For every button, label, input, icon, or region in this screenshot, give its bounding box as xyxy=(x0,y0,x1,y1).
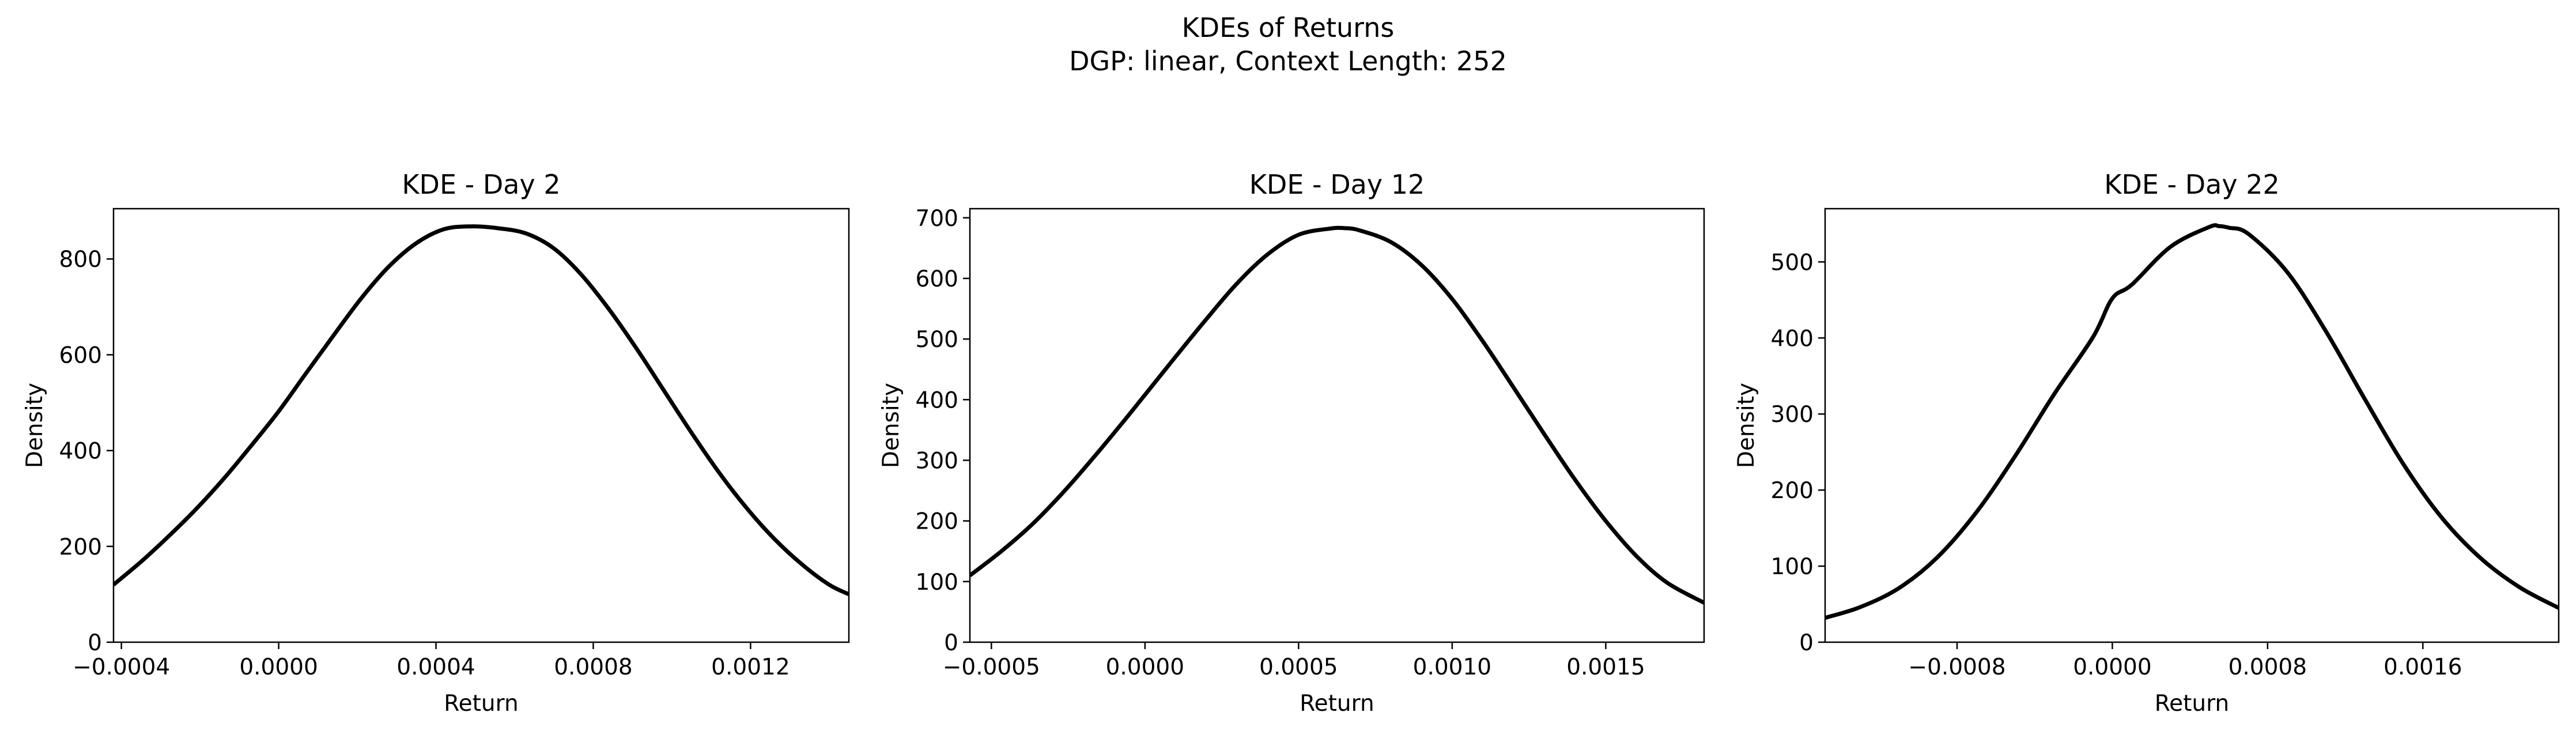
axes-frame xyxy=(969,208,1705,643)
x-tick-label: −0.0005 xyxy=(943,654,1040,680)
x-tick-label: 0.0000 xyxy=(239,654,318,680)
y-tick-label: 200 xyxy=(59,534,102,560)
kde-panel-2: −0.0005 0.0000 0.0005 0.0010 0.0015 0 100 200 30… xyxy=(878,169,1705,717)
x-tick-label: 0.0005 xyxy=(1259,654,1338,680)
x-tick-label: −0.0008 xyxy=(1908,654,2005,680)
x-axis-label: Return xyxy=(2155,691,2229,717)
x-tick-label: 0.0010 xyxy=(1413,654,1491,680)
x-tick-label: 0.0015 xyxy=(1566,654,1645,680)
y-tick-label: 800 xyxy=(59,247,102,273)
panels: −0.0004 0.0000 0.0004 0.0008 0.0012 0 200 400 60… xyxy=(22,169,2560,717)
y-tick-label: 700 xyxy=(916,206,958,232)
y-tick-label: 500 xyxy=(1771,250,1814,276)
y-tick-label: 0 xyxy=(1799,630,1814,656)
y-tick-label: 600 xyxy=(916,266,958,292)
x-tick-label: 0.0008 xyxy=(554,654,632,680)
y-tick-label: 400 xyxy=(59,439,102,465)
y-tick-label: 200 xyxy=(1771,478,1814,504)
panel-title: KDE - Day 2 xyxy=(402,169,560,200)
x-tick-label: 0.0016 xyxy=(2384,654,2462,680)
figure-title: KDEs of Returns xyxy=(1182,12,1395,43)
panel-title: KDE - Day 12 xyxy=(1249,169,1425,200)
y-tick-label: 300 xyxy=(1771,402,1814,428)
kde-line-2-1 xyxy=(970,225,1704,605)
kde-line-3-1 xyxy=(1825,223,2559,620)
x-axis-label: Return xyxy=(444,691,518,717)
y-axis-label: Density xyxy=(878,383,904,468)
y-axis-label: Density xyxy=(22,383,48,468)
x-tick-label: −0.0004 xyxy=(73,654,170,680)
x-tick-label: 0.0012 xyxy=(711,654,790,680)
y-tick-label: 0 xyxy=(944,630,958,656)
y-tick-label: 400 xyxy=(1771,326,1814,352)
kde-panel-1: −0.0004 0.0000 0.0004 0.0008 0.0012 0 200 400 60… xyxy=(22,169,850,717)
y-tick-label: 600 xyxy=(59,342,102,368)
y-tick-label: 200 xyxy=(916,509,958,535)
y-tick-label: 100 xyxy=(1771,554,1814,580)
axes-frame xyxy=(112,208,850,643)
axes-frame xyxy=(1824,208,2560,643)
y-tick-label: 300 xyxy=(916,448,958,474)
figure-subtitle: DGP: linear, Context Length: 252 xyxy=(1069,46,1507,77)
y-tick-label: 400 xyxy=(916,387,958,413)
x-axis-label: Return xyxy=(1300,691,1374,717)
panel-title: KDE - Day 22 xyxy=(2104,169,2279,200)
y-tick-label: 500 xyxy=(916,327,958,353)
kde-panel-3: −0.0008 0.0000 0.0008 0.0016 0 100 200 300 400 50… xyxy=(1733,169,2560,717)
y-axis-label: Density xyxy=(1733,383,1759,468)
kde-line-1-1 xyxy=(114,224,849,597)
y-tick-label: 100 xyxy=(916,570,958,595)
y-tick-label: 0 xyxy=(88,630,102,656)
x-tick-label: 0.0000 xyxy=(2073,654,2151,680)
x-tick-label: 0.0008 xyxy=(2228,654,2307,680)
x-tick-label: 0.0000 xyxy=(1106,654,1184,680)
x-tick-label: 0.0004 xyxy=(396,654,475,680)
